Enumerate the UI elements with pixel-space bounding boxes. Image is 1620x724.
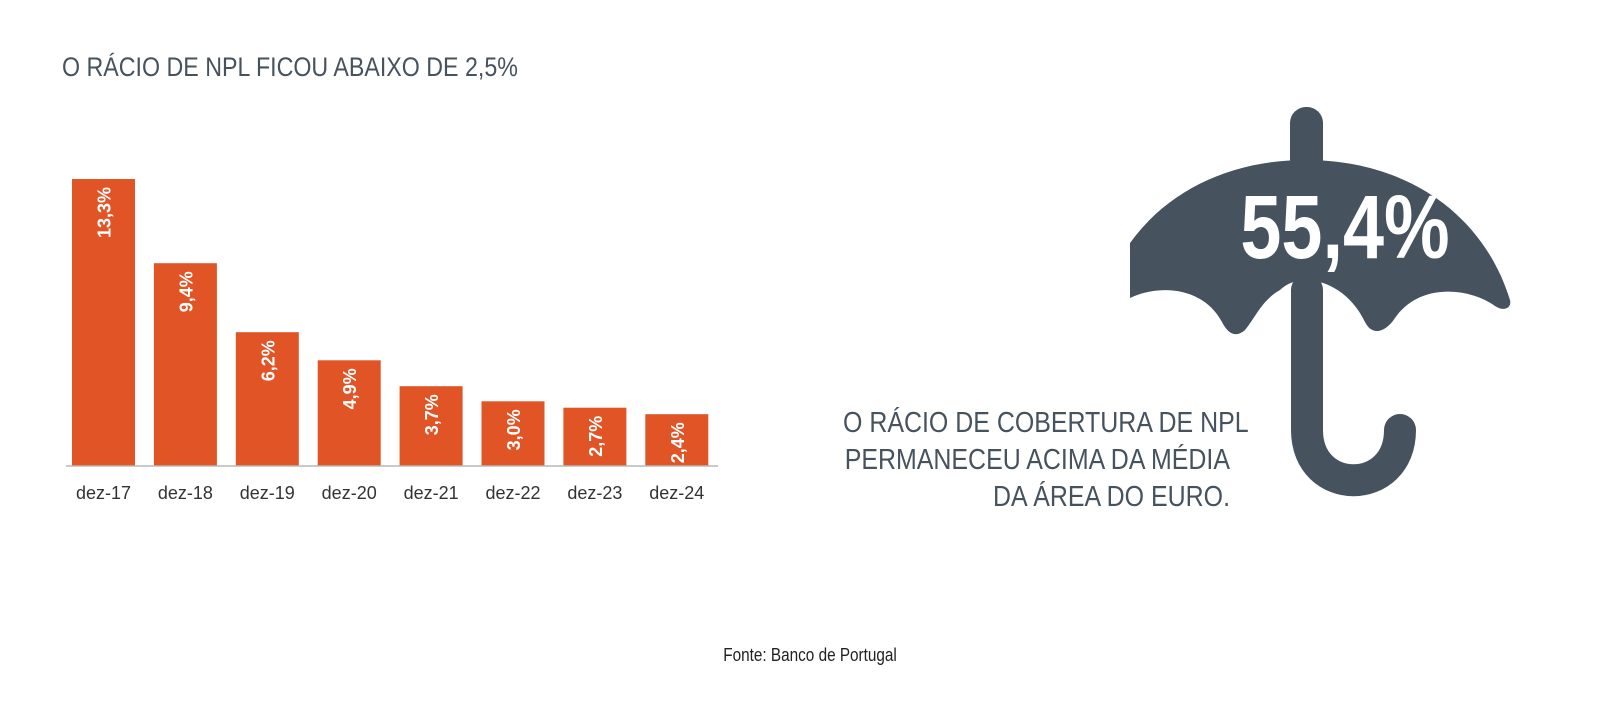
bar-dez-18 — [153, 263, 217, 466]
source-note: Fonte: Banco de Portugal — [0, 645, 1620, 666]
value-label-dez-24: 2,4% — [668, 422, 688, 463]
value-label-dez-20: 4,9% — [340, 368, 360, 409]
value-label-dez-22: 3,0% — [504, 409, 524, 450]
category-label-dez-19: dez-19 — [240, 483, 295, 503]
category-label-dez-23: dez-23 — [567, 483, 622, 503]
bar-dez-23 — [563, 407, 627, 466]
umbrella-icon — [1130, 107, 1511, 497]
category-label-dez-24: dez-24 — [649, 483, 704, 503]
bar-dez-19 — [235, 332, 299, 466]
bar-dez-22 — [481, 401, 545, 466]
value-label-dez-18: 9,4% — [176, 271, 196, 312]
category-label-dez-17: dez-17 — [76, 483, 131, 503]
value-label-dez-21: 3,7% — [422, 394, 442, 435]
category-label-dez-22: dez-22 — [485, 483, 540, 503]
bar-dez-17 — [72, 179, 135, 466]
bar-chart: 13,3% 9,4% 6,2% 4,9% 3,7% 3,0% 2,7% 2,4% dez-17… — [66, 179, 718, 503]
source-text: Fonte: Banco de Portugal — [723, 645, 897, 665]
bar-dez-24 — [645, 414, 709, 466]
callout-line-3: DA ÁREA DO EURO. — [993, 481, 1230, 513]
category-label-dez-21: dez-21 — [404, 483, 459, 503]
value-label-dez-19: 6,2% — [258, 340, 278, 381]
category-label-dez-18: dez-18 — [158, 483, 213, 503]
bars-layer: 13,3% 9,4% 6,2% 4,9% 3,7% 3,0% 2,7% 2,4% — [72, 179, 709, 466]
bar-dez-20 — [317, 360, 381, 466]
coverage-ratio-text: O RÁCIO DE COBERTURA DE NPL PERMANECEU A… — [780, 405, 1249, 516]
callout-line-2: PERMANECEU ACIMA DA MÉDIA — [844, 444, 1230, 476]
value-label-dez-23: 2,7% — [586, 416, 606, 457]
callout-line-1: O RÁCIO DE COBERTURA DE NPL — [843, 407, 1249, 439]
coverage-ratio-value: 55,4% — [1240, 178, 1450, 278]
chart-title: O RÁCIO DE NPL FICOU ABAIXO DE 2,5% — [62, 52, 518, 82]
category-labels: dez-17 dez-18 dez-19 dez-20 dez-21 dez-22 dez-… — [76, 483, 704, 503]
category-label-dez-20: dez-20 — [322, 483, 377, 503]
value-label-dez-17: 13,3% — [95, 187, 115, 238]
bar-dez-21 — [399, 386, 463, 466]
